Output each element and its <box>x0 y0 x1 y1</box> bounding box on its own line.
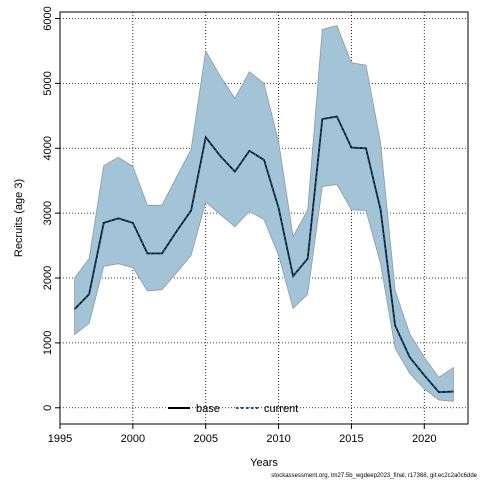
x-tick-label: 2015 <box>339 433 363 445</box>
legend-label-base: base <box>196 403 220 415</box>
series-line-current <box>73 115 454 394</box>
y-axis-title: Recruits (age 3) <box>13 179 25 257</box>
y-tick-label: 6000 <box>42 6 54 30</box>
x-tick-label: 2010 <box>266 433 290 445</box>
confidence-band <box>74 25 454 402</box>
legend-label-current: current <box>264 403 298 415</box>
legend: base current <box>168 403 298 415</box>
y-tick-label: 4000 <box>42 136 54 160</box>
y-axis: 0 1000 2000 3000 4000 5000 6000 <box>42 6 60 411</box>
x-axis: 1995 2000 2005 2010 2015 2020 <box>48 424 437 445</box>
y-tick-label: 0 <box>42 405 54 411</box>
plot-area <box>59 11 469 425</box>
y-tick-label: 3000 <box>42 201 54 225</box>
y-tick-label: 2000 <box>42 266 54 290</box>
y-tick-label: 1000 <box>42 331 54 355</box>
y-tick-label: 5000 <box>42 71 54 95</box>
x-tick-label: 2005 <box>193 433 217 445</box>
x-axis-title: Years <box>250 457 278 469</box>
x-tick-label: 2020 <box>412 433 436 445</box>
footer-source: stockassessment.org, tm27.5b_wgdeep2023_… <box>271 473 477 479</box>
x-tick-label: 2000 <box>121 433 145 445</box>
plot-frame <box>59 11 469 425</box>
x-tick-label: 1995 <box>48 433 72 445</box>
